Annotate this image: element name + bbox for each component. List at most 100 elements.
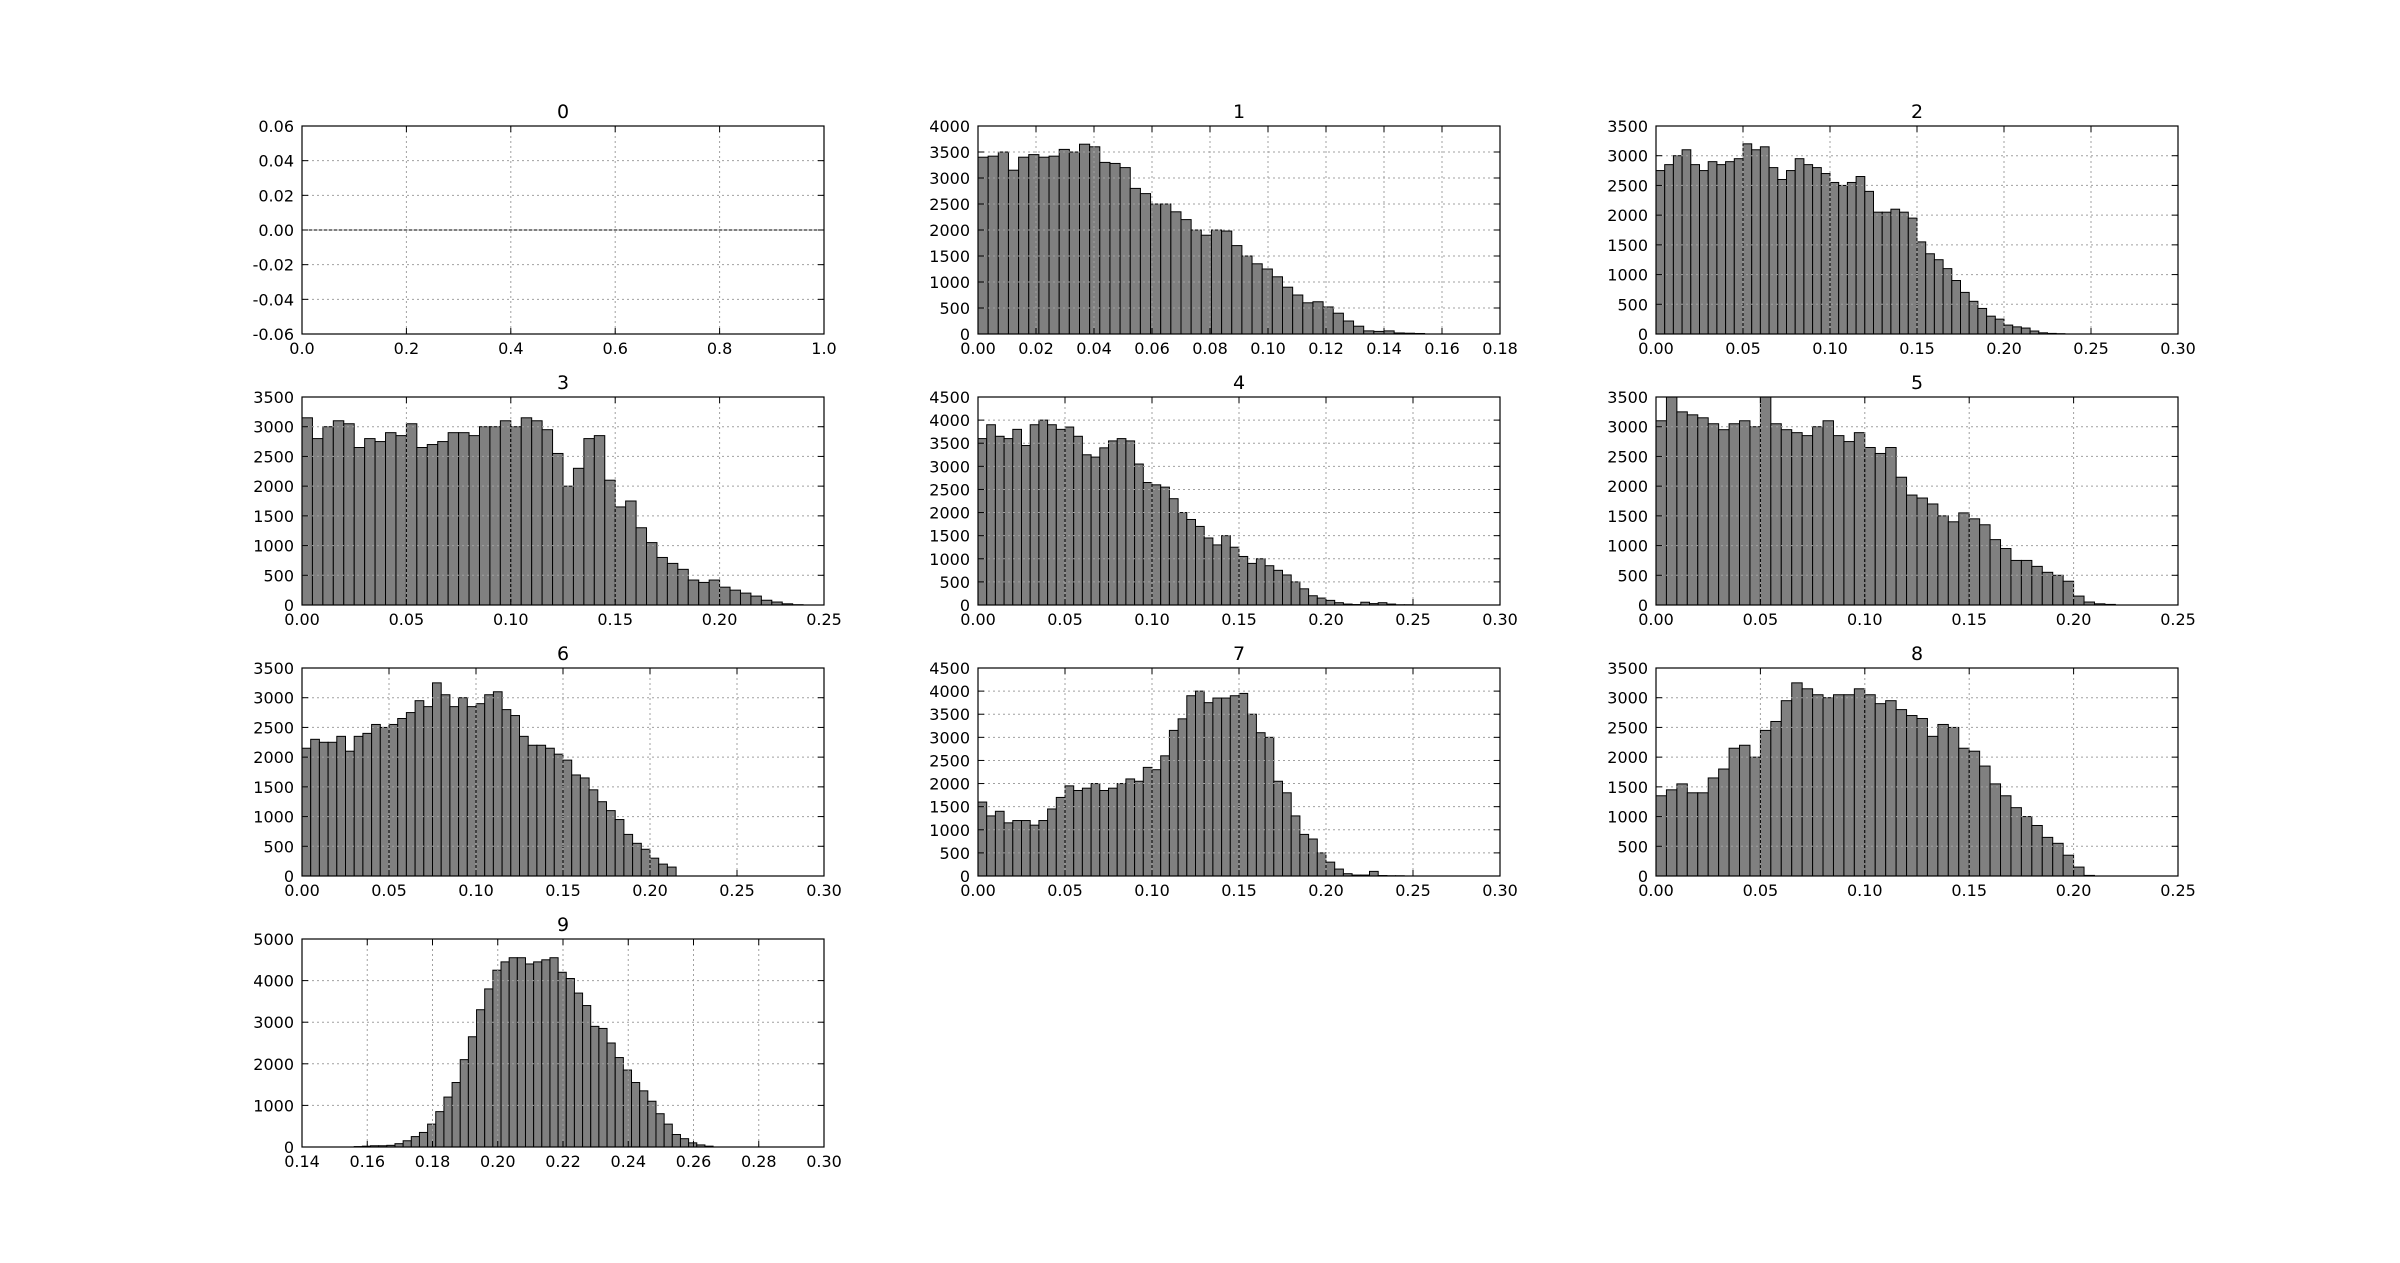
x-tick-label: 0.10	[1812, 339, 1848, 358]
histogram-bar	[1665, 789, 1678, 877]
histogram-bar	[1047, 808, 1057, 877]
histogram-bar	[524, 963, 535, 1148]
histogram-bar	[1864, 190, 1875, 335]
y-tick-label: 3500	[253, 388, 294, 407]
histogram-bar	[573, 992, 584, 1148]
histogram-bar	[614, 1057, 624, 1148]
histogram-bar	[631, 1082, 641, 1148]
histogram-bar	[1832, 435, 1845, 606]
x-tick-label: 0.0	[289, 339, 314, 358]
y-tick-label: 2500	[253, 447, 294, 466]
y-tick-label: 3000	[253, 418, 294, 437]
histogram-bar	[1697, 792, 1709, 877]
histogram-bar	[1791, 432, 1803, 606]
histogram-bar	[379, 726, 390, 877]
x-tick-label: 0.18	[415, 1152, 451, 1171]
x-tick-label: 0.15	[1951, 610, 1987, 629]
histogram-bar	[646, 542, 658, 606]
histogram-bar	[1812, 167, 1822, 335]
histogram-bar	[2010, 807, 2022, 877]
histogram-bar	[311, 438, 324, 606]
histogram-bar	[1686, 792, 1699, 877]
histogram-bar	[1820, 173, 1831, 335]
y-tick-label: 3500	[929, 705, 970, 724]
histogram-bar	[1018, 156, 1030, 335]
histogram-bar	[1210, 229, 1223, 335]
histogram-bar	[1021, 445, 1031, 606]
histogram-bar	[1316, 852, 1327, 877]
histogram-bar	[729, 589, 741, 606]
x-tick-label: 0.30	[806, 881, 842, 900]
histogram-bar	[1832, 694, 1845, 877]
histogram-bar	[708, 579, 721, 606]
histogram-bar	[1055, 428, 1066, 606]
x-tick-label: 0.05	[389, 610, 425, 629]
histogram-bar	[1989, 783, 2002, 877]
histogram-bar	[1055, 796, 1066, 877]
y-tick-label: 0	[1638, 596, 1648, 615]
y-tick-label: -0.06	[253, 325, 294, 344]
histogram-bar	[1665, 396, 1678, 606]
y-tick-label: -0.04	[253, 290, 294, 309]
histogram-bar	[1247, 713, 1257, 877]
x-tick-label: 0.22	[545, 1152, 581, 1171]
histogram-bar	[1739, 744, 1751, 877]
histogram-bar	[1134, 463, 1144, 606]
histogram-bar	[410, 1136, 420, 1148]
subplot-8: 0.00 0.05 0.10 0.15 0.20 0.25 0 500 1000 1500 2000…	[1607, 643, 2196, 900]
histogram-bar	[1038, 820, 1049, 877]
histogram-bar	[614, 819, 625, 877]
histogram-bar	[1261, 268, 1273, 335]
histogram-bar	[1951, 280, 1962, 335]
y-tick-label: 2000	[929, 504, 970, 523]
histogram-bar	[2031, 565, 2043, 606]
histogram-bar	[1968, 518, 1981, 606]
x-tick-label: 0.30	[806, 1152, 842, 1171]
x-tick-label: 0.10	[1847, 881, 1883, 900]
histogram-bar	[1160, 486, 1170, 606]
x-tick-label: 0.20	[2056, 610, 2092, 629]
x-tick-label: 0.16	[349, 1152, 385, 1171]
y-tick-label: 3500	[1607, 388, 1648, 407]
histogram-bar	[1716, 164, 1727, 335]
histogram-bar	[1180, 219, 1192, 335]
histogram-bar	[625, 500, 637, 606]
x-tick-label: 0.25	[1395, 881, 1431, 900]
x-tick-label: 0.10	[1847, 610, 1883, 629]
histogram-bar	[332, 420, 345, 606]
histogram-bar	[1299, 588, 1310, 606]
histogram-bar	[1073, 435, 1083, 606]
y-tick-label: 1500	[929, 798, 970, 817]
histogram-bar	[622, 1069, 633, 1148]
y-tick-label: 0	[960, 867, 970, 886]
histogram-bar	[1068, 151, 1080, 335]
histogram-bar	[371, 723, 381, 877]
x-tick-label: 0.20	[1986, 339, 2022, 358]
panel-title: 8	[1911, 643, 1923, 665]
histogram-bar	[1855, 176, 1866, 335]
y-tick-label: 2500	[1607, 447, 1648, 466]
y-tick-label: 2000	[1607, 206, 1648, 225]
y-tick-label: 0	[284, 867, 294, 886]
histogram-bar	[1353, 325, 1365, 335]
histogram-bar	[397, 718, 407, 877]
x-tick-label: 0.2	[394, 339, 419, 358]
histogram-bar	[1160, 203, 1172, 335]
histogram-bar	[598, 1027, 608, 1148]
x-tick-label: 0.30	[1482, 881, 1518, 900]
histogram-bar	[1916, 241, 1927, 335]
y-tick-label: 0.04	[258, 152, 294, 171]
histogram-bar	[2031, 824, 2043, 877]
histogram-bar	[395, 435, 407, 606]
x-tick-label: 0.20	[1308, 610, 1344, 629]
histogram-bar	[1186, 518, 1197, 606]
histogram-bar	[1759, 729, 1772, 877]
histogram-bar	[1081, 787, 1092, 877]
histogram-bar	[632, 842, 642, 877]
y-tick-label: 1000	[253, 1096, 294, 1115]
subplot-6: 0.00 0.05 0.10 0.15 0.20 0.25 0.30 0 500 1000 1500…	[253, 643, 842, 900]
histogram-bar	[1332, 312, 1344, 335]
x-tick-label: 0.26	[676, 1152, 712, 1171]
histogram-bar	[1979, 765, 1991, 877]
histogram-bar	[1264, 565, 1275, 606]
